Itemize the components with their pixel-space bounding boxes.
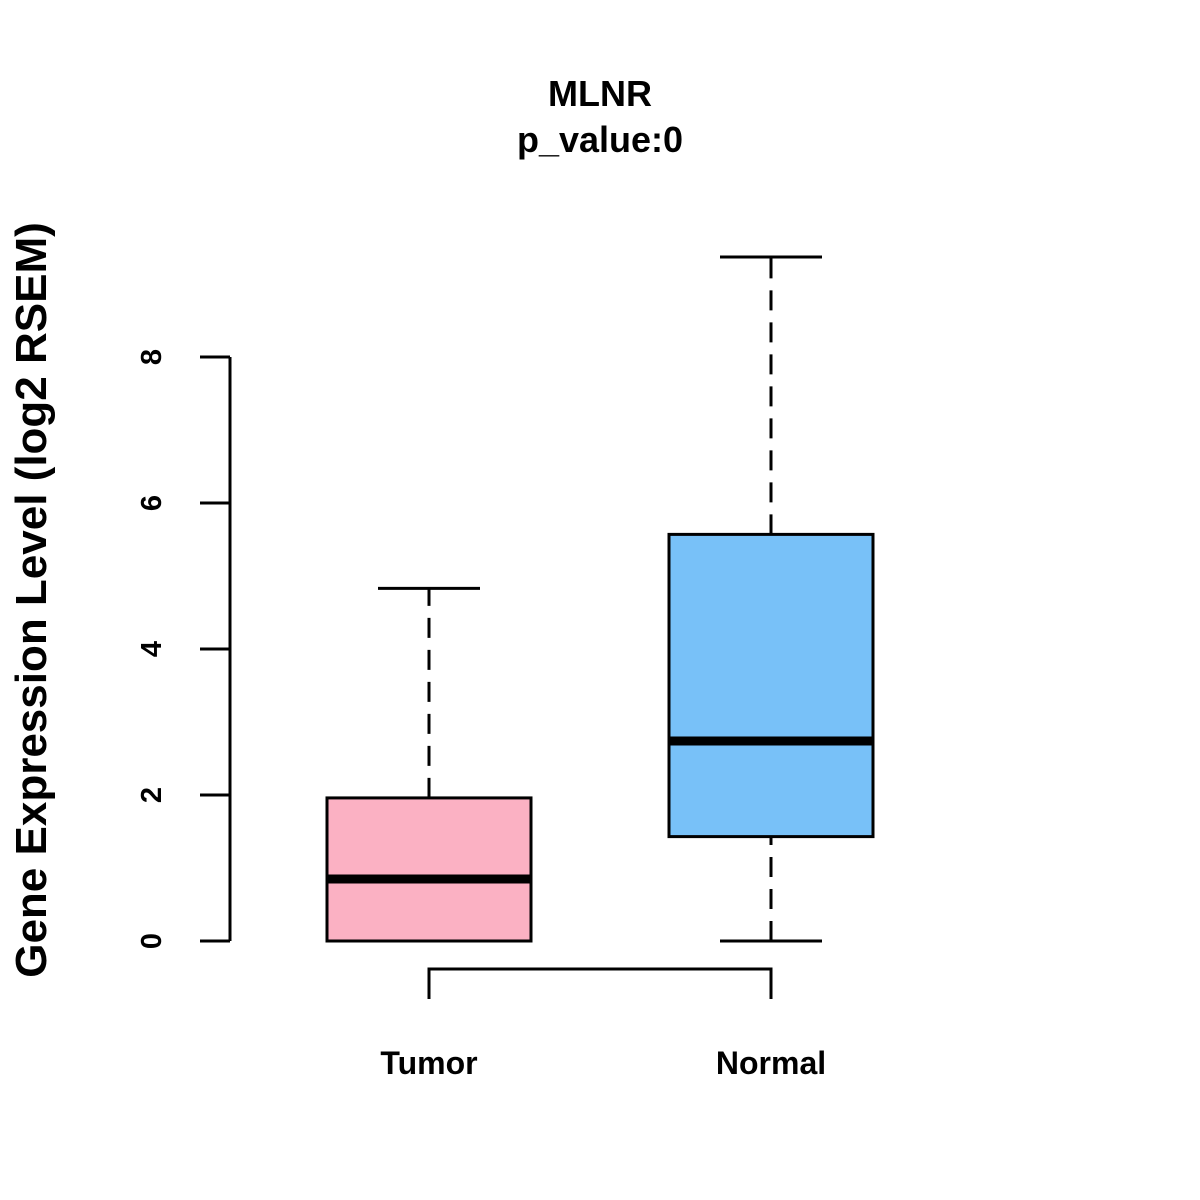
- comparison-bracket: [427, 967, 773, 999]
- y-tick-label: 2: [136, 787, 168, 803]
- chart-title: MLNR: [548, 73, 652, 114]
- chart-subtitle: p_value:0: [517, 119, 683, 160]
- y-tick-label: 0: [136, 933, 168, 949]
- bracket-line: [427, 967, 773, 999]
- x-axis-labels: Tumor Normal: [380, 1045, 826, 1081]
- iqr-box: [325, 796, 533, 943]
- y-axis-label: Gene Expression Level (log2 RSEM): [7, 222, 56, 978]
- x-tick-label: Normal: [716, 1045, 826, 1081]
- x-tick-label: Tumor: [380, 1045, 477, 1081]
- y-tick-label: 8: [136, 349, 168, 365]
- box-normal: [667, 255, 875, 943]
- y-tick-label: 4: [136, 641, 168, 657]
- box-tumor: [325, 586, 533, 943]
- y-tick-label: 6: [136, 495, 168, 511]
- y-axis: 0 2 4 6 8: [136, 349, 232, 949]
- iqr-box: [667, 532, 875, 839]
- boxes: [325, 255, 875, 943]
